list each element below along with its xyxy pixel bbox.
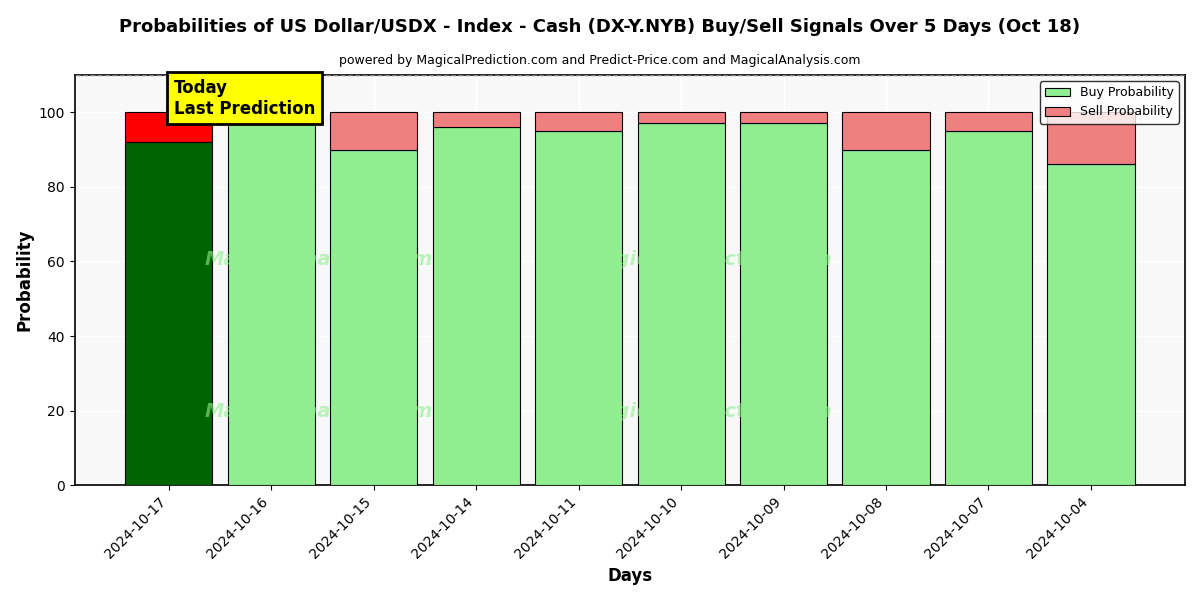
Bar: [842, 149, 930, 485]
Text: MagicalAnalysis.com: MagicalAnalysis.com: [205, 402, 433, 421]
Bar: [1048, 112, 1134, 164]
Bar: [125, 142, 212, 485]
Bar: [637, 124, 725, 485]
Text: Today
Last Prediction: Today Last Prediction: [174, 79, 316, 118]
Text: MagicalAnalysis.com: MagicalAnalysis.com: [205, 250, 433, 269]
Bar: [330, 112, 418, 149]
Bar: [535, 112, 622, 131]
Bar: [535, 131, 622, 485]
Bar: [1048, 164, 1134, 485]
Y-axis label: Probability: Probability: [16, 229, 34, 331]
Bar: [637, 112, 725, 124]
X-axis label: Days: Days: [607, 567, 653, 585]
Text: MagicalPrediction.com: MagicalPrediction.com: [583, 402, 832, 421]
Bar: [740, 112, 827, 124]
Bar: [944, 112, 1032, 131]
Bar: [432, 127, 520, 485]
Bar: [228, 112, 314, 485]
Legend: Buy Probability, Sell Probability: Buy Probability, Sell Probability: [1040, 81, 1178, 124]
Bar: [944, 131, 1032, 485]
Text: MagicalPrediction.com: MagicalPrediction.com: [583, 250, 832, 269]
Bar: [432, 112, 520, 127]
Text: powered by MagicalPrediction.com and Predict-Price.com and MagicalAnalysis.com: powered by MagicalPrediction.com and Pre…: [340, 54, 860, 67]
Text: Probabilities of US Dollar/USDX - Index - Cash (DX-Y.NYB) Buy/Sell Signals Over : Probabilities of US Dollar/USDX - Index …: [120, 18, 1080, 36]
Bar: [330, 149, 418, 485]
Bar: [125, 112, 212, 142]
Bar: [740, 124, 827, 485]
Bar: [842, 112, 930, 149]
